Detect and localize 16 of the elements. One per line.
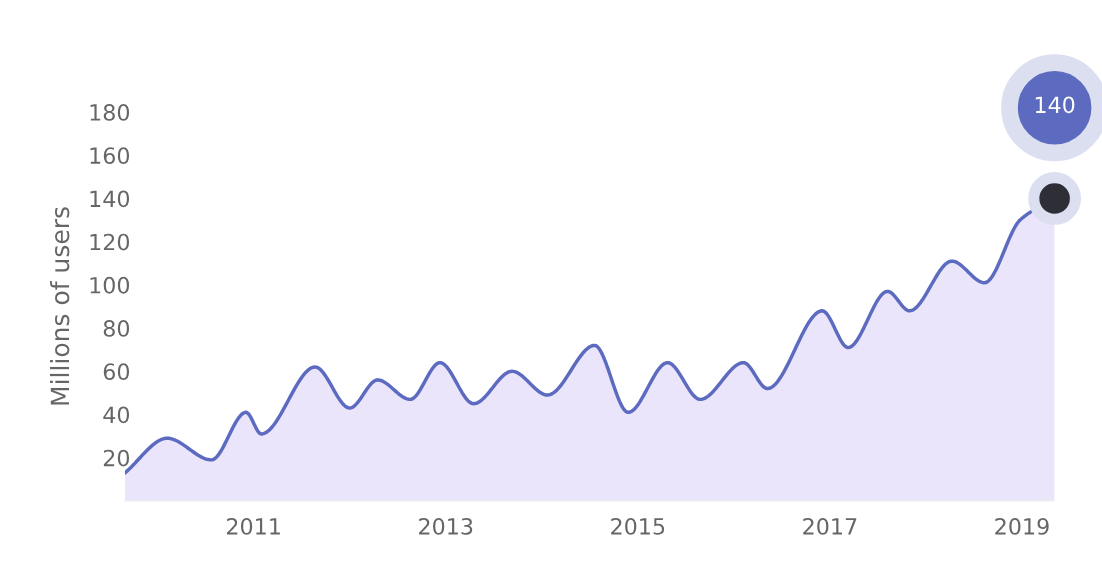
data-label: 140 — [1035, 96, 1075, 114]
x-tick-label: 2011 — [227, 517, 280, 535]
x-tick-label: 2019 — [995, 517, 1049, 535]
x-tick-label: 2017 — [803, 517, 857, 535]
y-tick-label: 100 — [90, 276, 130, 294]
y-tick-label: 20 — [103, 449, 130, 467]
y-tick-label: 160 — [90, 147, 130, 165]
y-tick-label: 80 — [103, 320, 130, 337]
y-tick-label: 60 — [103, 363, 130, 381]
y-tick-label: 120 — [90, 233, 130, 251]
y-axis-title: Millions of users — [50, 207, 70, 405]
y-tick-label: 140 — [90, 190, 130, 208]
x-tick-label: 2015 — [611, 517, 665, 535]
y-tick-label: 180 — [90, 104, 130, 121]
x-tick-label: 2013 — [419, 517, 473, 535]
y-tick-label: 40 — [103, 406, 130, 424]
